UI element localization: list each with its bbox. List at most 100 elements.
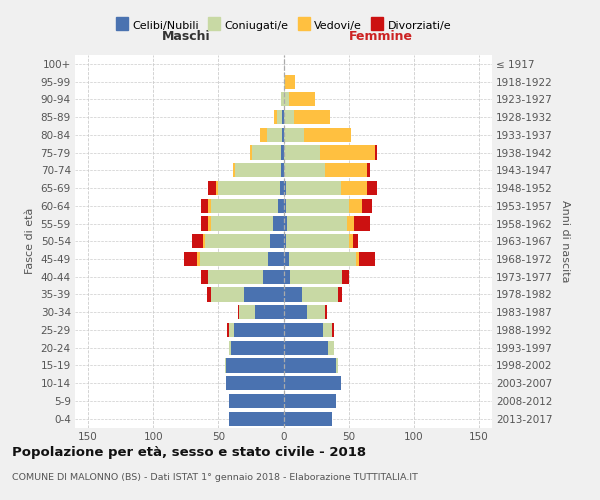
Bar bbox=[232, 340, 284, 355]
Bar bbox=[304, 128, 351, 142]
Bar bbox=[202, 270, 208, 284]
Bar bbox=[226, 358, 284, 372]
Bar bbox=[208, 270, 263, 284]
Bar bbox=[250, 146, 252, 160]
Bar bbox=[286, 181, 341, 195]
Bar bbox=[244, 288, 284, 302]
Bar bbox=[289, 252, 356, 266]
Bar bbox=[235, 163, 281, 178]
Bar bbox=[307, 305, 325, 320]
Bar bbox=[284, 376, 341, 390]
Bar bbox=[211, 216, 273, 230]
Bar bbox=[338, 288, 342, 302]
Bar bbox=[278, 198, 284, 213]
Bar bbox=[284, 305, 307, 320]
Bar bbox=[325, 163, 367, 178]
Text: Popolazione per età, sesso e stato civile - 2018: Popolazione per età, sesso e stato civil… bbox=[12, 446, 366, 459]
Bar bbox=[233, 163, 235, 178]
Bar bbox=[229, 412, 284, 426]
Bar bbox=[289, 92, 315, 106]
Bar bbox=[218, 181, 280, 195]
Bar bbox=[284, 110, 294, 124]
Bar bbox=[202, 216, 208, 230]
Bar bbox=[284, 270, 290, 284]
Bar bbox=[205, 234, 271, 248]
Bar bbox=[286, 198, 349, 213]
Bar bbox=[273, 216, 284, 230]
Text: COMUNE DI MALONNO (BS) - Dati ISTAT 1° gennaio 2018 - Elaborazione TUTTITALIA.IT: COMUNE DI MALONNO (BS) - Dati ISTAT 1° g… bbox=[12, 472, 418, 482]
Bar bbox=[211, 198, 278, 213]
Bar bbox=[367, 163, 370, 178]
Bar bbox=[227, 323, 229, 337]
Bar bbox=[332, 323, 334, 337]
Bar bbox=[284, 74, 285, 88]
Bar bbox=[284, 234, 286, 248]
Bar bbox=[255, 305, 284, 320]
Bar bbox=[271, 234, 284, 248]
Bar bbox=[238, 305, 239, 320]
Bar bbox=[367, 181, 377, 195]
Bar bbox=[234, 323, 284, 337]
Bar bbox=[294, 110, 331, 124]
Bar bbox=[349, 234, 353, 248]
Bar bbox=[202, 198, 208, 213]
Bar bbox=[284, 323, 323, 337]
Bar bbox=[354, 216, 370, 230]
Bar bbox=[225, 358, 226, 372]
Bar bbox=[320, 146, 375, 160]
Bar bbox=[284, 216, 287, 230]
Bar bbox=[284, 394, 335, 408]
Bar bbox=[274, 110, 277, 124]
Bar bbox=[284, 412, 332, 426]
Bar bbox=[281, 163, 284, 178]
Bar bbox=[347, 216, 354, 230]
Bar bbox=[362, 198, 372, 213]
Bar bbox=[200, 252, 268, 266]
Bar bbox=[216, 181, 218, 195]
Bar bbox=[281, 92, 284, 106]
Bar bbox=[229, 394, 284, 408]
Bar bbox=[342, 270, 349, 284]
Bar bbox=[226, 376, 284, 390]
Bar bbox=[335, 358, 338, 372]
Bar bbox=[325, 305, 326, 320]
Bar bbox=[208, 181, 216, 195]
Bar bbox=[282, 110, 284, 124]
Bar bbox=[281, 146, 284, 160]
Bar bbox=[302, 288, 338, 302]
Bar bbox=[203, 234, 205, 248]
Bar bbox=[284, 358, 335, 372]
Bar bbox=[277, 110, 282, 124]
Bar bbox=[284, 128, 304, 142]
Bar bbox=[285, 74, 295, 88]
Bar bbox=[323, 323, 332, 337]
Bar bbox=[206, 288, 211, 302]
Bar bbox=[184, 252, 197, 266]
Bar bbox=[239, 305, 255, 320]
Bar bbox=[268, 252, 284, 266]
Bar bbox=[208, 198, 211, 213]
Y-axis label: Anni di nascita: Anni di nascita bbox=[560, 200, 569, 282]
Bar bbox=[375, 146, 377, 160]
Bar bbox=[208, 216, 211, 230]
Text: Femmine: Femmine bbox=[349, 30, 413, 43]
Bar bbox=[280, 181, 284, 195]
Bar bbox=[284, 198, 286, 213]
Y-axis label: Fasce di età: Fasce di età bbox=[25, 208, 35, 274]
Bar bbox=[282, 128, 284, 142]
Text: Maschi: Maschi bbox=[161, 30, 210, 43]
Bar bbox=[284, 92, 289, 106]
Bar bbox=[211, 288, 244, 302]
Bar bbox=[287, 216, 347, 230]
Bar bbox=[349, 198, 362, 213]
Bar bbox=[192, 234, 203, 248]
Bar bbox=[260, 128, 266, 142]
Bar bbox=[290, 270, 342, 284]
Bar bbox=[266, 128, 282, 142]
Bar bbox=[284, 146, 320, 160]
Bar bbox=[263, 270, 284, 284]
Bar bbox=[229, 340, 232, 355]
Bar bbox=[353, 234, 358, 248]
Bar bbox=[284, 252, 289, 266]
Bar bbox=[341, 181, 367, 195]
